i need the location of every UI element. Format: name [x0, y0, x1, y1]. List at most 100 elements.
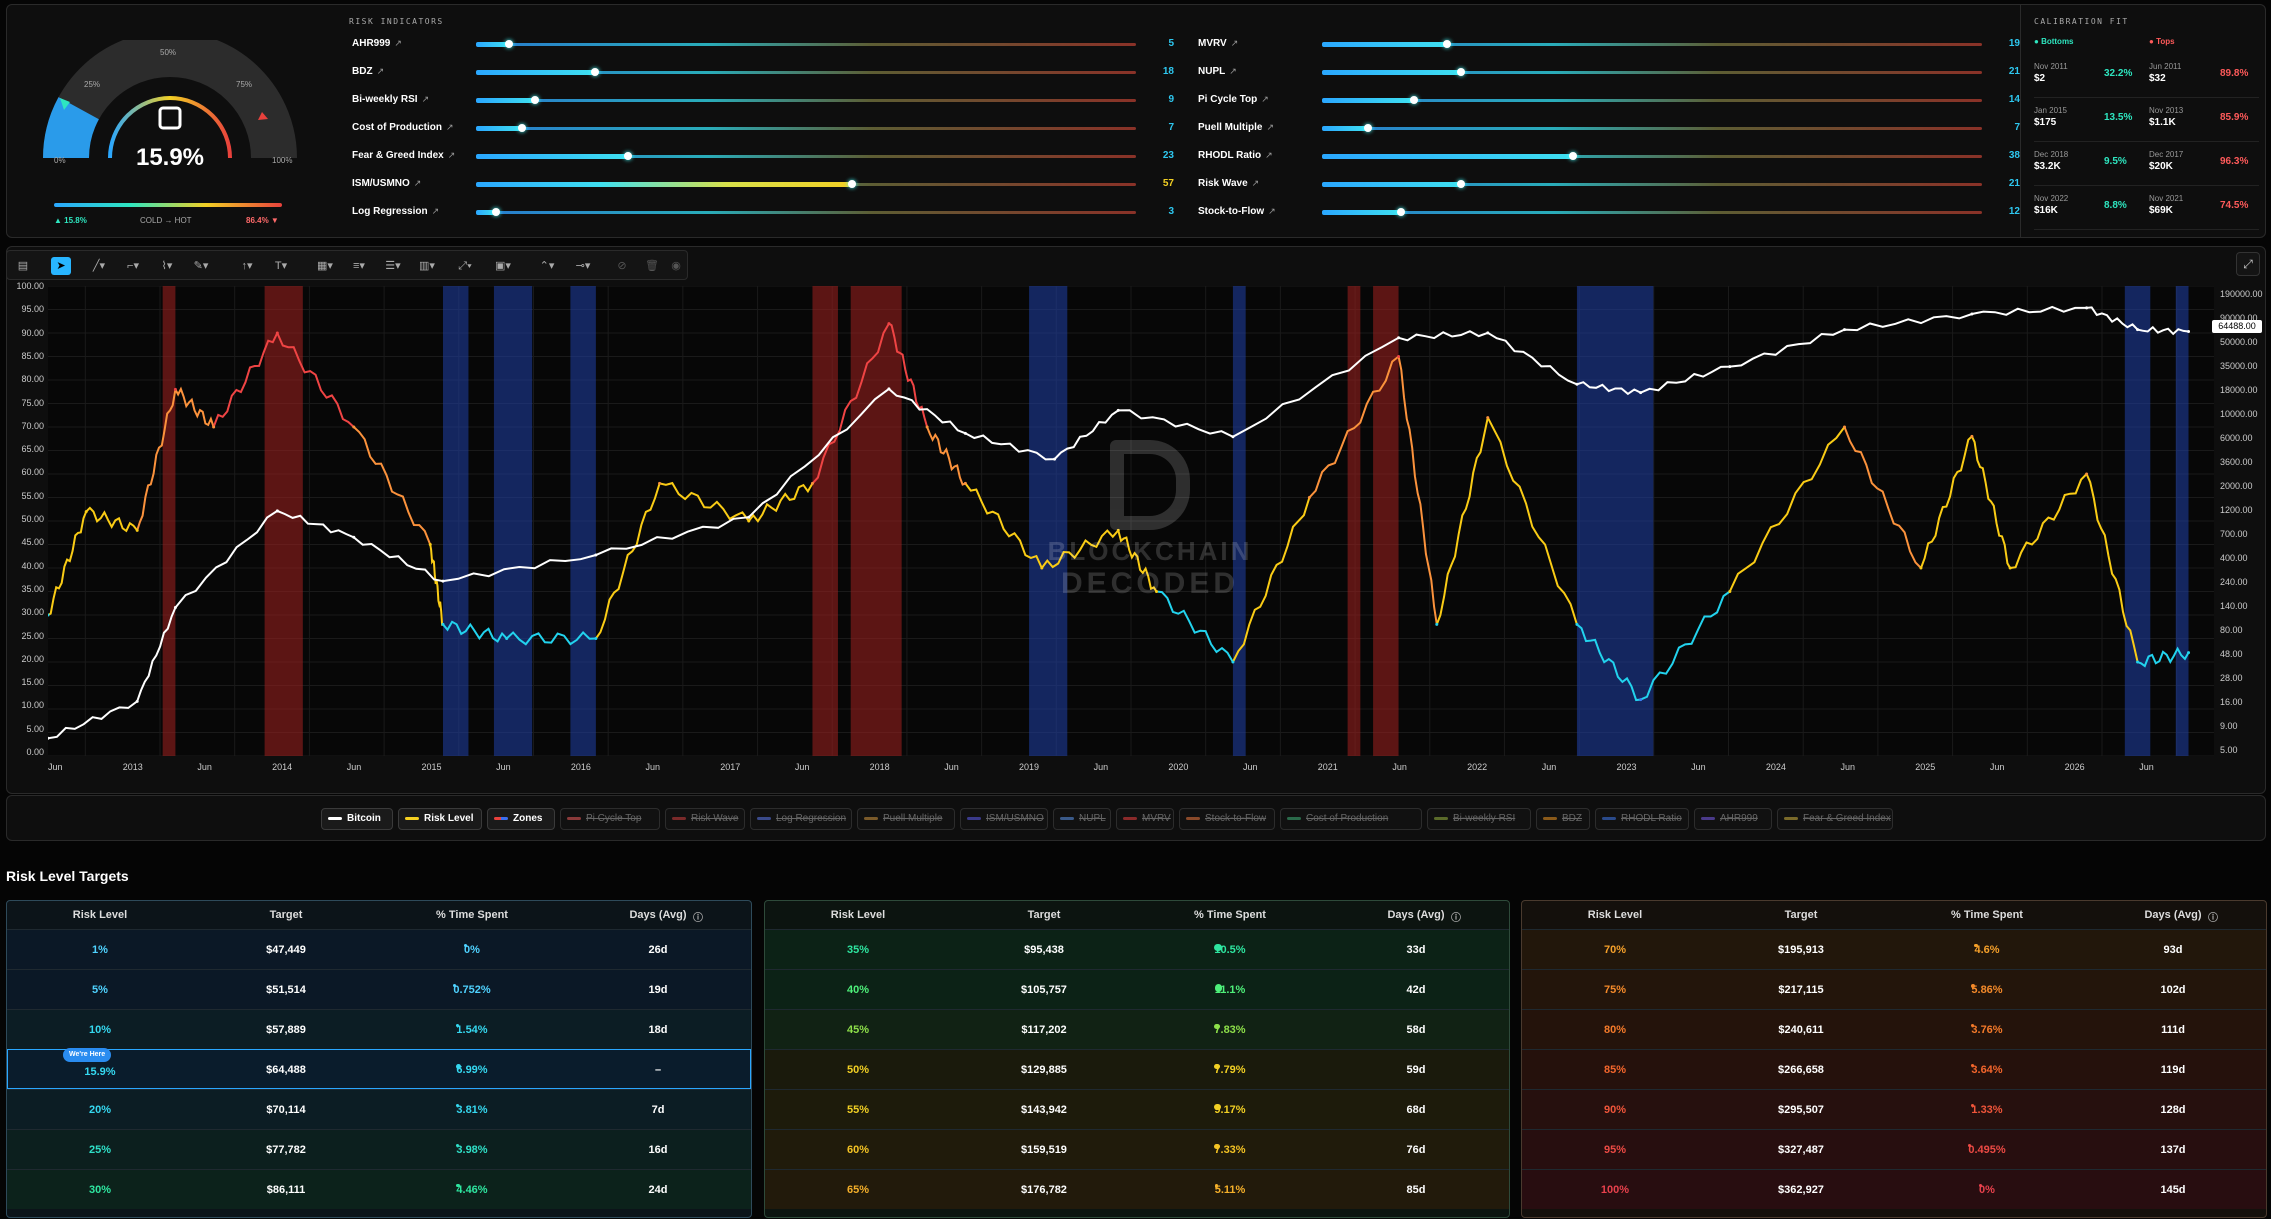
- indicator-row-right-2[interactable]: Pi Cycle Top ↗ 14: [1198, 92, 2020, 112]
- external-link-icon[interactable]: ↗: [1251, 178, 1260, 188]
- targets-table-0: Risk Level Target % Time Spent Days (Avg) ⓘ 1…: [6, 900, 752, 1218]
- time-dot: [456, 1144, 460, 1147]
- legend-item-fear-greed-index[interactable]: Fear & Greed Index: [1777, 808, 1893, 830]
- info-icon[interactable]: ⓘ: [1451, 913, 1461, 924]
- external-link-icon[interactable]: ↗: [1230, 38, 1239, 48]
- legend-item-puell-multiple[interactable]: Puell Multiple: [857, 808, 955, 830]
- header-days-avg-[interactable]: Days (Avg): [629, 909, 687, 921]
- indicator-row-right-5[interactable]: Risk Wave ↗ 21: [1198, 176, 2020, 196]
- header-days-avg-[interactable]: Days (Avg): [2144, 909, 2202, 921]
- fib-button[interactable]: ≡▾: [353, 260, 365, 272]
- table-row: 90% $295,507 1.33% 128d: [1522, 1089, 2266, 1129]
- table-row: 5% $51,514 0.752% 19d: [7, 969, 751, 1009]
- legend-item-pi-cycle-top[interactable]: Pi Cycle Top: [560, 808, 660, 830]
- external-link-icon[interactable]: ↗: [1229, 66, 1237, 76]
- indicator-row-right-6[interactable]: Stock-to-Flow ↗ 12: [1198, 204, 2020, 224]
- days-cell: 145d: [2160, 1184, 2186, 1196]
- legend-item-rhodl-ratio[interactable]: RHODL Ratio: [1595, 808, 1689, 830]
- table-row: 40% $105,757 11.1% 42d: [765, 969, 1509, 1009]
- external-link-icon[interactable]: ↗: [1266, 122, 1274, 132]
- zone-blue: [570, 286, 596, 756]
- indicator-track: [1322, 127, 1982, 130]
- indicator-row-left-5[interactable]: ISM/USMNO ↗ 57: [352, 176, 1182, 196]
- text-button[interactable]: T▾: [274, 260, 288, 272]
- indicator-row-left-2[interactable]: Bi-weekly RSI ↗ 9: [352, 92, 1182, 112]
- indicator-track: [476, 127, 1136, 130]
- indicator-row-right-4[interactable]: RHODL Ratio ↗ 38: [1198, 148, 2020, 168]
- measure-button[interactable]: ▦▾: [317, 260, 333, 272]
- legend-item-risk-wave[interactable]: Risk Wave: [665, 808, 745, 830]
- legend-item-ahr999[interactable]: AHR999: [1694, 808, 1772, 830]
- magnet-button[interactable]: ⊸▾: [575, 260, 591, 272]
- table-row: 75% $217,115 5.86% 102d: [1522, 969, 2266, 1009]
- target-cell: $327,487: [1778, 1144, 1824, 1156]
- external-link-icon[interactable]: ↗: [1261, 94, 1269, 104]
- indicator-value: 12: [2008, 206, 2020, 217]
- indicator-row-left-6[interactable]: Log Regression ↗ 3: [352, 204, 1182, 224]
- indicator-row-left-3[interactable]: Cost of Production ↗ 7: [352, 120, 1182, 140]
- grid-button[interactable]: ▥▾: [419, 260, 435, 272]
- external-link-icon[interactable]: ↗: [1268, 206, 1276, 216]
- days-cell: 68d: [1406, 1104, 1426, 1116]
- y-left-tick: 20.00: [21, 653, 44, 664]
- risk-level-cell: 1%: [92, 944, 108, 956]
- external-link-icon[interactable]: ↗: [376, 66, 385, 76]
- legend-item-nupl[interactable]: NUPL: [1053, 808, 1111, 830]
- risk-gauge: 15.9% 0% 25% 50% 75% 100% ▲ 15.8% COLD →…: [40, 40, 300, 225]
- info-icon[interactable]: ⓘ: [693, 913, 703, 924]
- forecast-button[interactable]: ▣▾: [495, 260, 511, 272]
- risk-level-point: [48, 613, 50, 617]
- legend-item-risk-level[interactable]: Risk Level: [398, 808, 482, 830]
- indicator-row-left-0[interactable]: AHR999 ↗ 5: [352, 36, 1182, 56]
- legend-item-stock-to-flow[interactable]: Stock-to-Flow: [1179, 808, 1275, 830]
- indicator-row-left-4[interactable]: Fear & Greed Index ↗ 23: [352, 148, 1182, 168]
- indicator-marker: [1456, 68, 1465, 76]
- projection-button[interactable]: ⤢▾: [458, 260, 472, 272]
- lock-button[interactable]: ⊘: [617, 260, 627, 272]
- risk-level-point: [2085, 472, 2089, 476]
- indicator-marker: [491, 208, 500, 216]
- zone-blue: [442, 286, 469, 756]
- risk-level-point: [963, 481, 967, 485]
- legend-item-mvrv[interactable]: MVRV: [1116, 808, 1174, 830]
- fullscreen-button[interactable]: ⤢: [2236, 252, 2260, 276]
- arrow-button[interactable]: ↑▾: [241, 260, 253, 272]
- legend-item-cost-of-production[interactable]: Cost of Production: [1280, 808, 1422, 830]
- external-link-icon[interactable]: ↗: [447, 150, 456, 160]
- external-link-icon[interactable]: ↗: [446, 122, 454, 132]
- indicator-marker: [518, 124, 527, 132]
- cursor-button[interactable]: ➤: [51, 257, 71, 275]
- indicator-row-right-0[interactable]: MVRV ↗ 19: [1198, 36, 2020, 56]
- bitcoin-price-point: [2187, 329, 2191, 333]
- indicator-row-right-1[interactable]: NUPL ↗ 21: [1198, 64, 2020, 84]
- indicator-row-left-1[interactable]: BDZ ↗ 18: [352, 64, 1182, 84]
- external-link-icon[interactable]: ↗: [421, 94, 430, 104]
- time-spent-cell: 4.46%: [379, 1184, 565, 1196]
- pattern-button[interactable]: ☰▾: [385, 260, 401, 272]
- eye-button[interactable]: ◉: [671, 260, 681, 272]
- layout-button[interactable]: ▤: [17, 260, 29, 272]
- legend-item-zones[interactable]: Zones: [487, 808, 555, 830]
- brush-button[interactable]: ✎▾: [193, 260, 209, 272]
- info-icon[interactable]: ⓘ: [2208, 913, 2218, 924]
- trash-button[interactable]: 🗑: [645, 260, 659, 272]
- legend-item-bdz[interactable]: BDZ: [1536, 808, 1590, 830]
- risk-level-cell: 100%: [1600, 1184, 1630, 1196]
- indicator-row-right-3[interactable]: Puell Multiple ↗ 7: [1198, 120, 2020, 140]
- rectangle-button[interactable]: ⌐▾: [127, 260, 139, 272]
- time-spent-value: 3.98%: [456, 1144, 488, 1156]
- legend-item-ism-usmno[interactable]: ISM/USMNO: [960, 808, 1048, 830]
- external-link-icon[interactable]: ↗: [413, 178, 422, 188]
- external-link-icon[interactable]: ↗: [431, 206, 440, 216]
- shapes-button[interactable]: ⌃▾: [539, 260, 555, 272]
- days-cell: –: [654, 1064, 662, 1076]
- external-link-icon[interactable]: ↗: [394, 38, 402, 48]
- legend-item-log-regression[interactable]: Log Regression: [750, 808, 852, 830]
- trend-line-button[interactable]: ╱▾: [92, 260, 106, 272]
- legend-item-bi-weekly-rsi[interactable]: Bi-weekly RSI: [1427, 808, 1531, 830]
- path-button[interactable]: ⌇▾: [161, 260, 173, 272]
- external-link-icon[interactable]: ↗: [1265, 150, 1273, 160]
- x-tick: 2016: [570, 762, 591, 772]
- legend-item-bitcoin[interactable]: Bitcoin: [321, 808, 393, 830]
- header-days-avg-[interactable]: Days (Avg): [1387, 909, 1445, 921]
